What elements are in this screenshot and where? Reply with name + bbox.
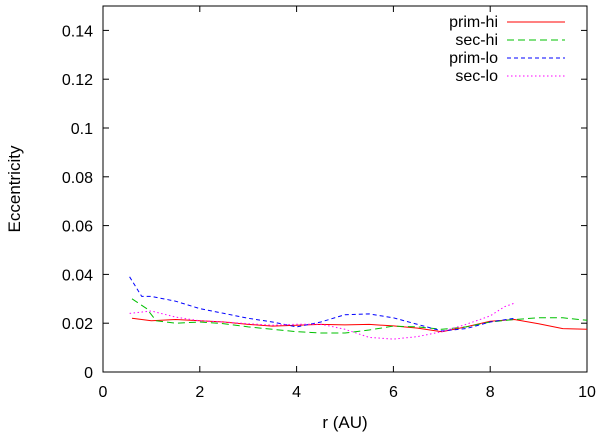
x-tick-label: 8 (486, 384, 495, 401)
y-tick-label: 0.02 (62, 316, 93, 333)
y-tick-label: 0.08 (62, 170, 93, 187)
y-tick-labels: 0 0.02 0.04 0.06 0.08 0.1 0.12 0.14 (62, 23, 93, 382)
x-tick-label: 6 (389, 384, 398, 401)
legend-label-prim-hi: prim-hi (449, 14, 498, 31)
x-tick-labels: 0 2 4 6 8 10 (99, 384, 596, 401)
series-lines (129, 276, 588, 340)
y-tick-label: 0.1 (71, 121, 93, 138)
legend-label-prim-lo: prim-lo (449, 50, 498, 67)
series-line-sec-lo (129, 302, 515, 340)
legend-label-sec-lo: sec-lo (455, 68, 498, 85)
x-tick-label: 2 (195, 384, 204, 401)
y-tick-label: 0.12 (62, 72, 93, 89)
x-tick-label: 4 (292, 384, 301, 401)
x-axis-title: r (AU) (322, 413, 367, 432)
series-line-sec-hi (131, 298, 588, 334)
series-line-prim-lo (129, 276, 515, 332)
plot-frame (102, 5, 588, 373)
y-axis-title: Eccentricity (5, 145, 24, 232)
y-tick-label: 0 (84, 365, 93, 382)
x-tick-label: 0 (99, 384, 108, 401)
y-tick-label: 0.14 (62, 23, 93, 40)
y-tick-label: 0.04 (62, 267, 93, 284)
tick-marks (102, 6, 588, 373)
legend-label-sec-hi: sec-hi (455, 32, 498, 49)
series-line-prim-hi (131, 317, 588, 333)
x-tick-label: 10 (578, 384, 596, 401)
y-tick-label: 0.06 (62, 219, 93, 236)
